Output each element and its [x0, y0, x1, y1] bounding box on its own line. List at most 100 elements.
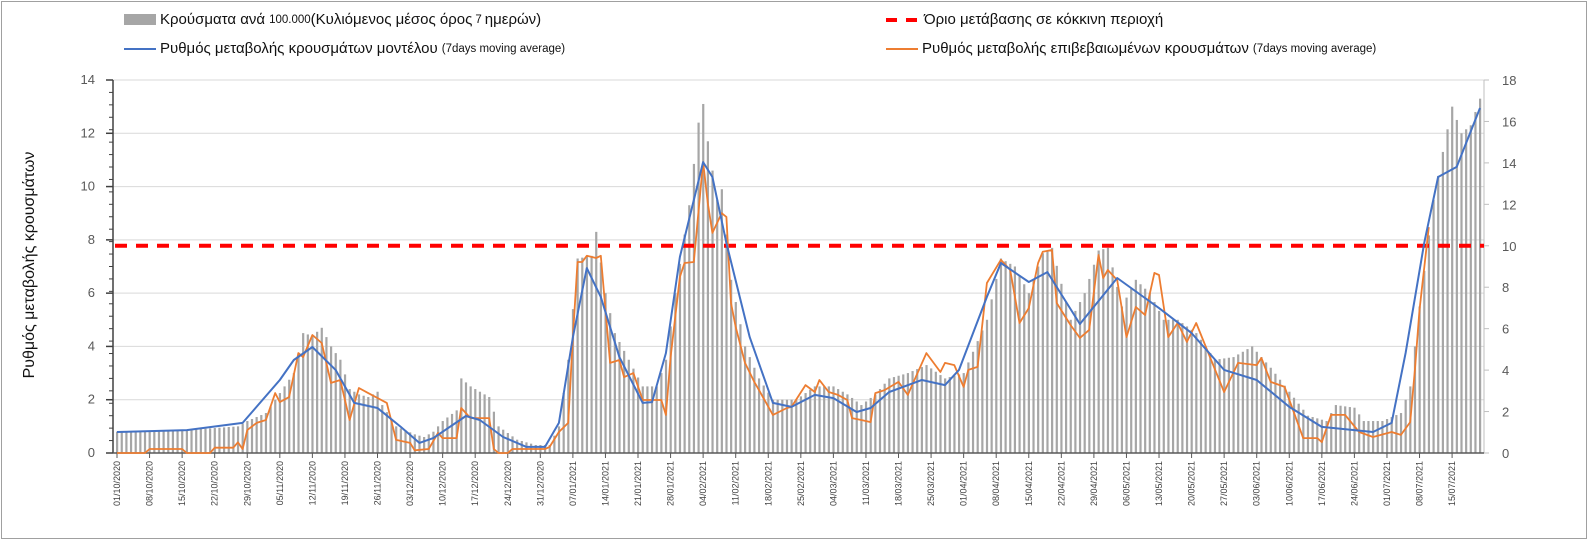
case-bar: [1009, 263, 1012, 453]
x-tick-label: 04/02/2021: [698, 461, 708, 506]
case-bar: [762, 385, 765, 453]
case-bar: [1241, 351, 1244, 453]
x-tick-label: 05/11/2020: [275, 461, 285, 505]
case-bar: [1120, 306, 1124, 453]
case-bar: [116, 431, 119, 453]
case-bar: [948, 377, 951, 453]
x-tick-label: 15/04/2021: [1024, 461, 1034, 506]
case-bar: [1479, 98, 1482, 454]
x-tick-label: 26/11/2020: [373, 461, 383, 505]
case-bar: [957, 374, 961, 453]
legend-bars-end: ημερών): [484, 11, 542, 28]
case-bar: [1469, 125, 1472, 454]
case-bar: [171, 430, 175, 453]
case-bar: [1451, 106, 1454, 454]
case-bar: [1078, 302, 1082, 453]
case-bar: [1297, 403, 1300, 453]
case-bar: [804, 393, 807, 453]
case-bar: [953, 375, 956, 453]
case-bar: [562, 393, 565, 453]
case-bar: [1474, 111, 1477, 453]
x-tick-label: 25/03/2021: [926, 461, 936, 506]
case-bar: [436, 426, 440, 453]
case-bar: [1292, 397, 1296, 453]
case-bar: [250, 419, 254, 453]
x-tick-label: 22/04/2021: [1056, 461, 1066, 506]
case-bar: [329, 346, 333, 453]
case-bar: [1465, 129, 1468, 453]
legend-model-note: (7days moving average): [441, 42, 566, 55]
case-bar: [655, 386, 658, 453]
case-bar: [860, 405, 863, 453]
case-bar: [1092, 264, 1096, 453]
case-bar: [502, 429, 505, 453]
case-bar: [748, 357, 751, 453]
case-bar: [278, 393, 282, 453]
case-bar: [176, 430, 179, 453]
case-bar: [1190, 329, 1193, 453]
case-bar: [1102, 249, 1105, 453]
case-bar: [995, 278, 998, 453]
case-bar: [302, 333, 305, 453]
case-bar: [1097, 250, 1100, 453]
case-bar: [120, 431, 123, 453]
case-bar: [334, 353, 337, 453]
x-tick-label: 24/06/2021: [1349, 461, 1359, 506]
case-bar: [1176, 319, 1179, 453]
case-bar: [599, 262, 602, 453]
case-bar: [920, 367, 923, 453]
case-bar: [516, 439, 519, 453]
case-bar: [222, 427, 226, 453]
case-bar: [753, 367, 756, 453]
x-tick-label: 08/07/2021: [1415, 461, 1425, 506]
legend-bars: Κρούσματα ανά 100.000 (Κυλιόμενος μέσος …: [124, 11, 541, 28]
case-bar: [209, 428, 212, 453]
case-bar: [204, 428, 207, 453]
case-bar: [385, 412, 389, 453]
case-bar: [1060, 283, 1063, 453]
case-bar: [548, 445, 551, 453]
case-bar: [939, 375, 942, 453]
y-left-tick-label: 4: [88, 338, 95, 353]
case-bar: [353, 391, 356, 453]
confirmed-rate-line: [117, 161, 1430, 454]
case-bar: [1232, 357, 1235, 453]
case-bar: [1083, 293, 1086, 453]
x-tick-label: 13/05/2021: [1154, 461, 1164, 506]
case-bar: [1381, 421, 1384, 453]
case-bar: [850, 397, 854, 453]
y-right-tick-label: 0: [1502, 446, 1509, 461]
case-bar: [916, 369, 919, 453]
x-tick-label: 29/10/2020: [242, 461, 252, 506]
case-bar: [1074, 310, 1077, 453]
case-bar: [260, 415, 263, 453]
case-bar: [841, 391, 844, 453]
case-bar: [129, 431, 133, 453]
case-bar: [497, 426, 500, 453]
x-tick-label: 01/04/2021: [959, 461, 969, 506]
legend-model-label: Ρυθμός μεταβολής κρουσμάτων μοντέλου: [160, 40, 438, 57]
y-right-tick-label: 8: [1502, 280, 1509, 295]
case-bar: [897, 375, 900, 453]
x-tick-label: 19/11/2020: [340, 461, 350, 505]
case-bar: [1330, 413, 1333, 453]
case-bar: [1004, 261, 1007, 453]
case-bar: [1413, 346, 1417, 453]
case-bar: [511, 436, 514, 453]
y-right-tick-label: 10: [1502, 239, 1516, 254]
case-bar: [506, 433, 509, 453]
case-bar: [906, 373, 910, 453]
case-bar: [478, 391, 482, 453]
case-bar: [632, 368, 635, 453]
case-bar: [316, 331, 319, 453]
case-bar: [1209, 353, 1212, 453]
case-bar: [669, 326, 672, 453]
case-bar: [818, 386, 821, 453]
case-bar: [427, 434, 430, 453]
case-bar: [246, 421, 249, 453]
legend-threshold-label: Όριο μετάβασης σε κόκκινη περιοχή: [924, 11, 1164, 28]
case-bar: [757, 378, 761, 453]
case-bar: [1265, 362, 1268, 453]
